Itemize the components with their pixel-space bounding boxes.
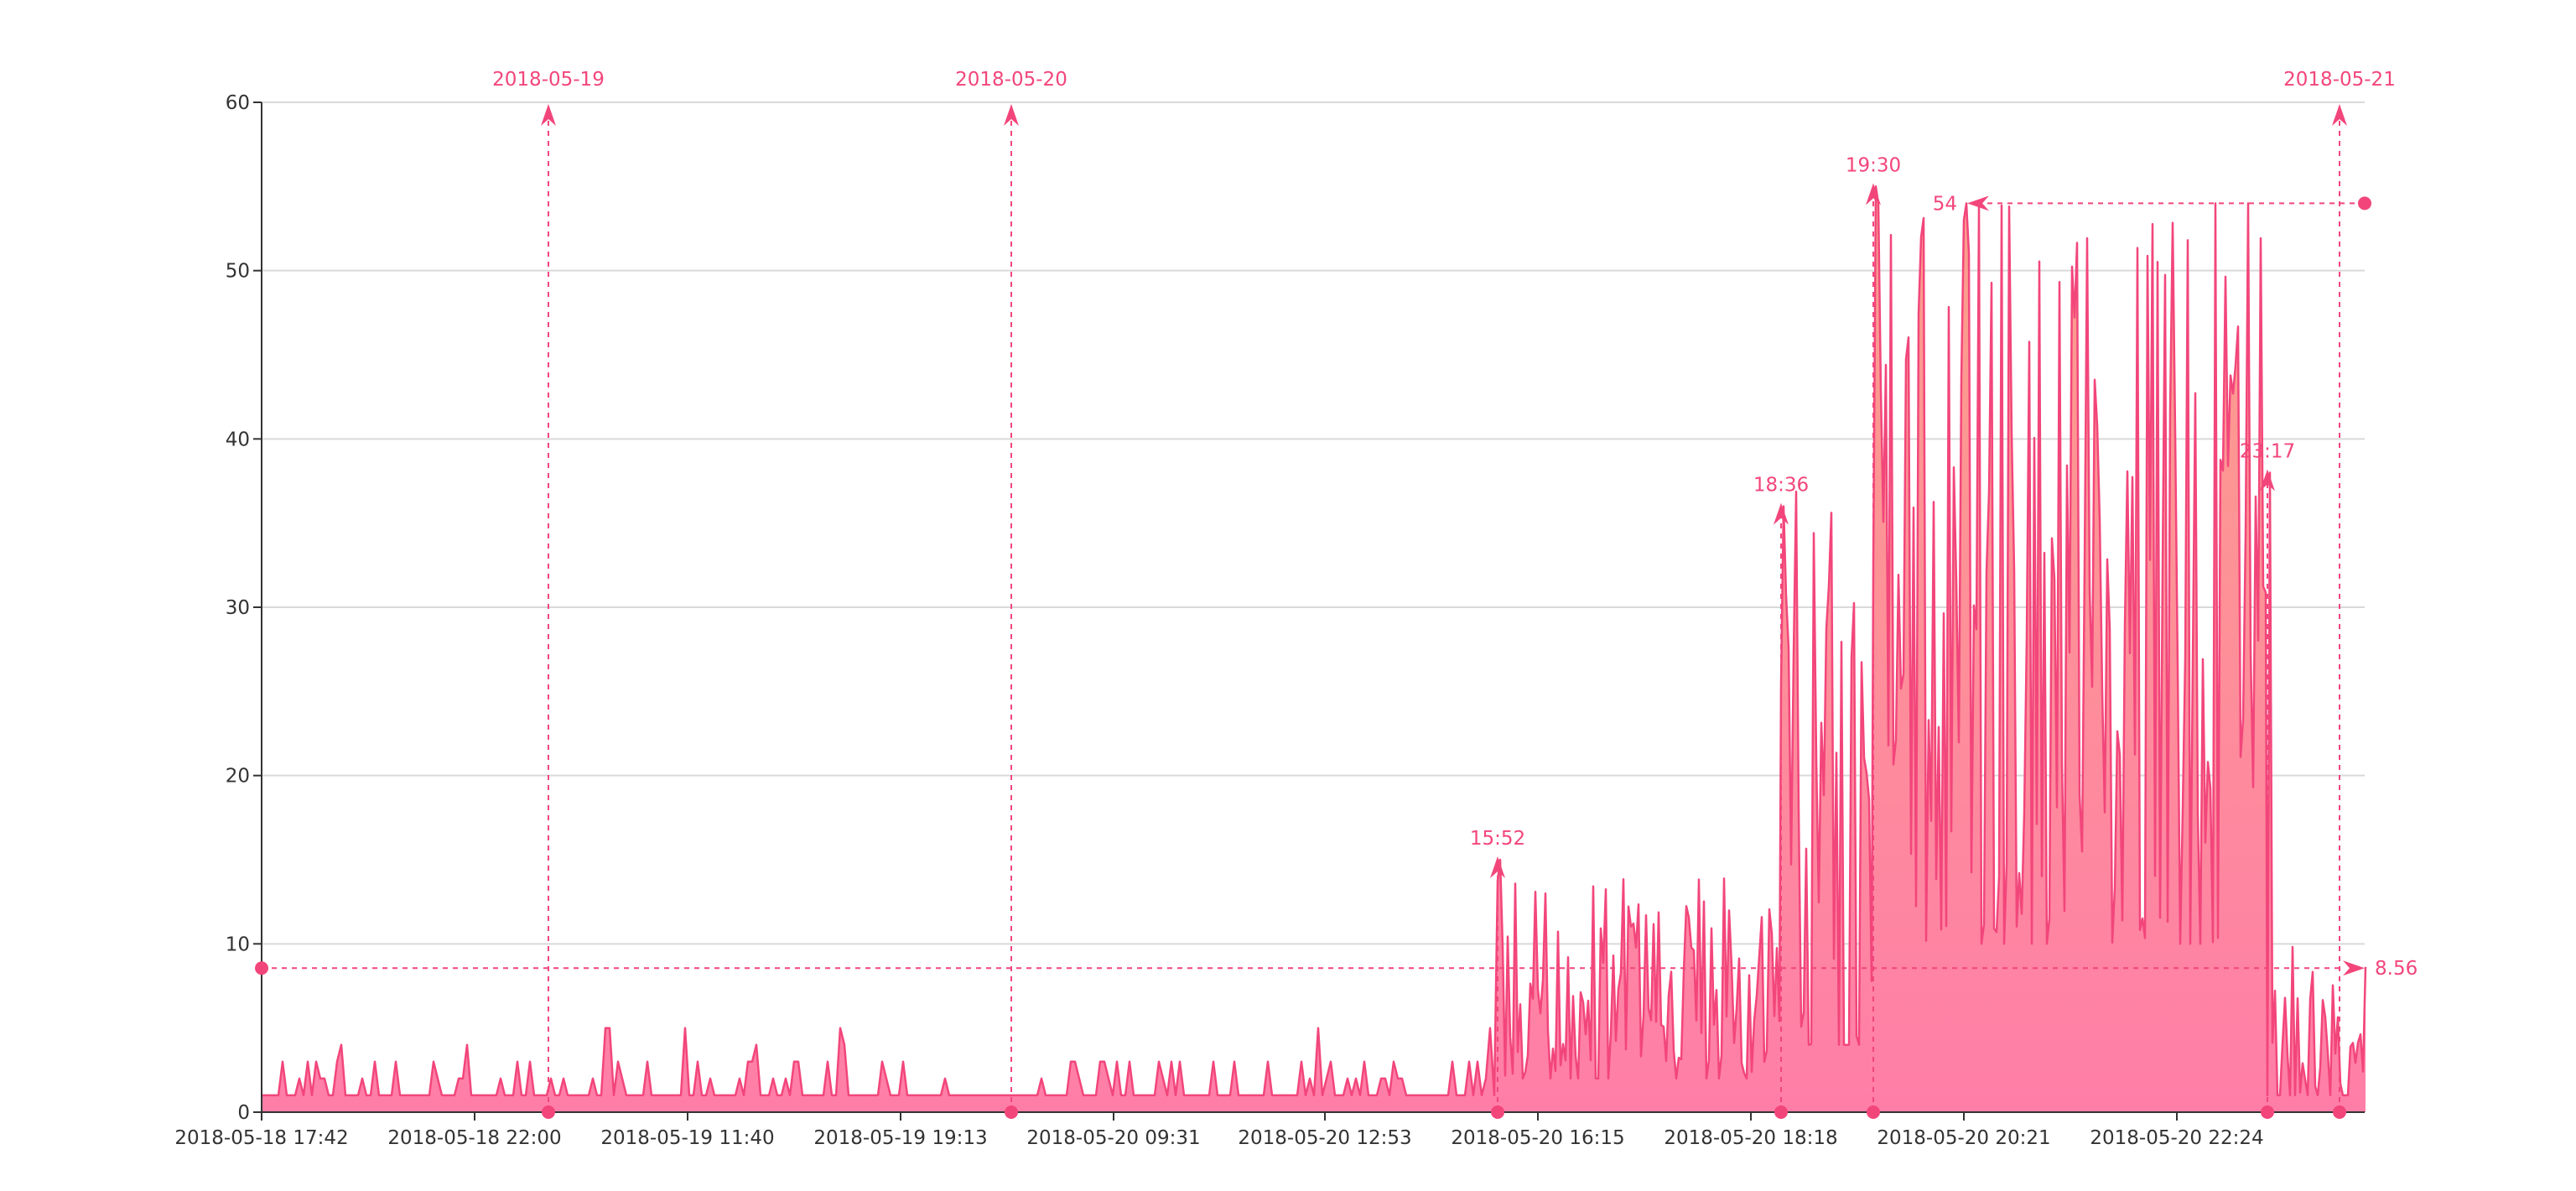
day-marker-label: 2018-05-20 [955,69,1067,91]
y-tick-label: 50 [226,261,250,283]
y-tick-label: 10 [226,934,250,955]
mean-arrow-head [2343,960,2365,976]
x-tick-label: 2018-05-20 22:24 [2090,1127,2263,1149]
arrow-head [1774,502,1789,525]
marker-dot [1867,1105,1880,1119]
x-tick-label: 2018-05-20 09:31 [1026,1127,1200,1149]
marker-dot [2358,196,2371,211]
x-tick-label: 2018-05-19 19:13 [813,1127,987,1149]
x-tick-label: 2018-05-20 18:18 [1664,1127,1837,1149]
marker-dot [255,961,268,975]
arrow-head [1490,856,1505,878]
time-marker-label: 23:17 [2240,440,2295,462]
x-tick-label: 2018-05-18 22:00 [387,1127,561,1149]
annotations: 2018-05-19 2018-05-20 2018-05-21 15:52 18:36… [255,69,2418,1119]
x-tick-label: 2018-05-20 20:21 [1877,1127,2050,1149]
day-marker-label: 2018-05-21 [2283,69,2396,91]
mean-label: 8.56 [2375,958,2418,980]
arrow-head [2332,104,2347,126]
y-tick-label: 60 [226,92,250,114]
arrow-head [2260,469,2275,491]
marker-dot [2333,1105,2346,1119]
y-tick-label: 30 [226,597,250,619]
time-marker-label: 19:30 [1846,154,1901,176]
y-tick-label: 20 [226,766,250,788]
area-fill [262,186,2366,1112]
marker-dot [1774,1105,1788,1119]
series-line [262,185,2367,1097]
time-marker-label: 15:52 [1470,828,1525,850]
y-tick-label: 40 [226,429,250,450]
x-tick-label: 2018-05-20 16:15 [1451,1127,1624,1149]
time-marker-label: 18:36 [1753,475,1809,497]
arrow-head [541,104,556,126]
axes: 0 10 20 30 40 50 60 2018-05-18 17:42 2018-05-18 … [174,92,2365,1149]
max-arrow-head [1967,195,1989,211]
marker-dot [1491,1105,1504,1119]
marker-dot [1005,1105,1018,1119]
marker-dot [542,1105,555,1119]
marker-dot [2261,1105,2274,1119]
plot-area [262,185,2367,1112]
x-tick-label: 2018-05-20 12:53 [1238,1127,1411,1149]
x-tick-label: 2018-05-18 17:42 [174,1127,348,1149]
x-tick-label: 2018-05-19 11:40 [600,1127,774,1149]
arrow-head [1866,183,1881,205]
day-marker-label: 2018-05-19 [492,69,605,91]
max-label: 54 [1933,193,1957,215]
y-tick-label: 0 [237,1102,250,1124]
arrow-head [1004,104,1019,126]
